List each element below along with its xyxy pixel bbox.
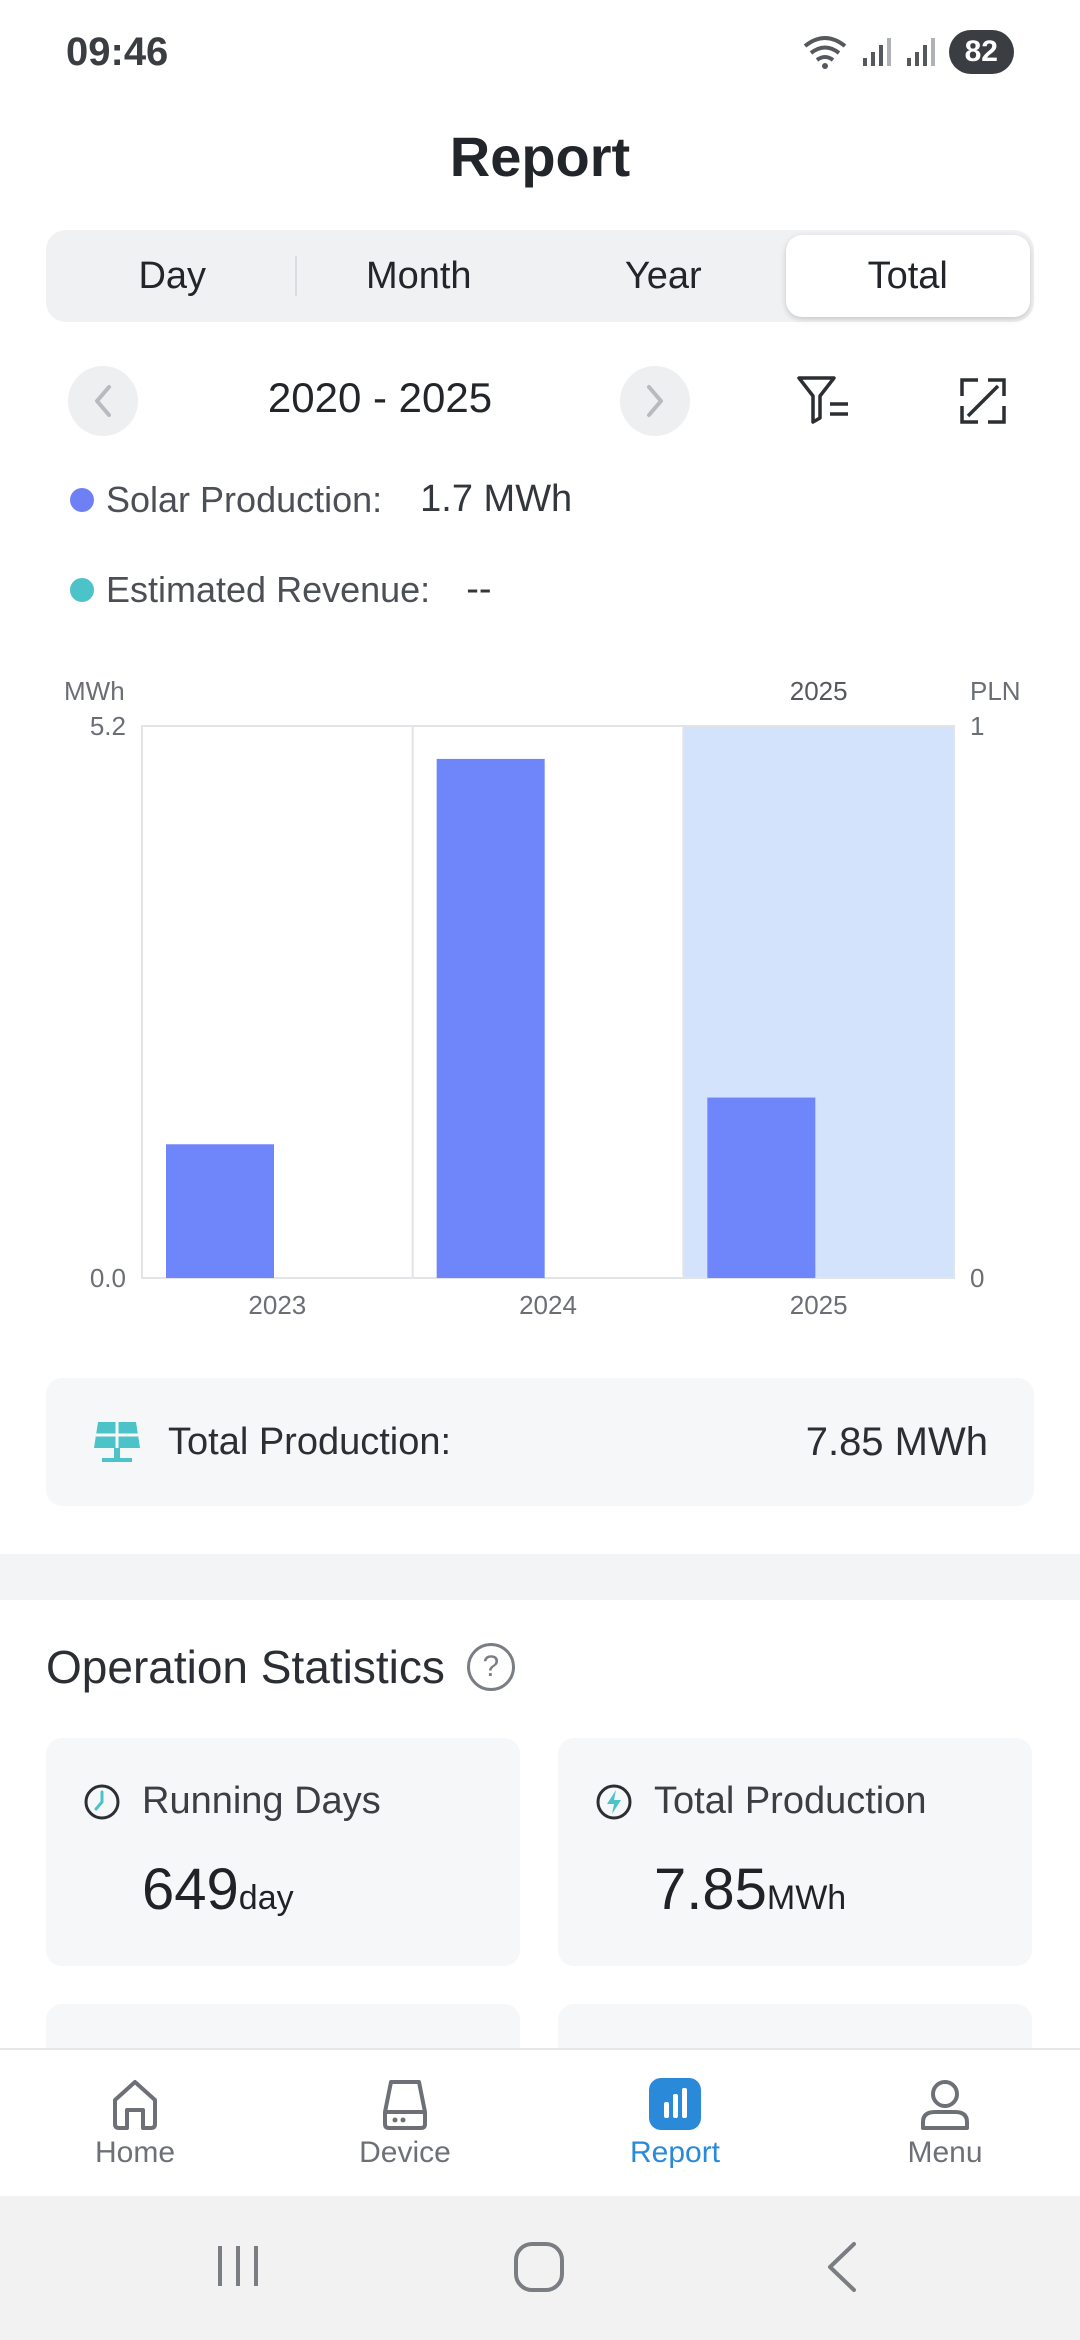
y-tick-left-max: 5.2 [90,711,126,741]
recent-apps-icon[interactable] [212,2240,264,2292]
stat-label: Running Days [142,1780,381,1822]
y-tick-right-min: 0 [970,1263,984,1293]
tab-year[interactable]: Year [624,254,702,297]
tab-divider [294,256,297,296]
selected-column-label: 2025 [790,676,848,706]
total-production-card: Total Production: 7.85 MWh [46,1378,1034,1506]
y-axis-unit-right: PLN [970,676,1021,706]
stat-number: 649 [142,1857,239,1922]
nav-report[interactable]: Report [540,2050,810,2196]
device-icon [383,2080,427,2130]
bar-2023 [166,1144,274,1278]
x-tick-label: 2023 [248,1290,306,1320]
y-axis-unit-left: MWh [64,676,125,706]
expand-button[interactable] [958,376,1008,431]
user-icon [921,2080,969,2130]
total-production-value: 7.85 MWh [805,1419,988,1464]
stat-value: 7.85MWh [654,1856,846,1923]
y-tick-left-min: 0.0 [90,1263,126,1293]
tab-month[interactable]: Month [365,254,472,297]
nav-home[interactable]: Home [0,2050,270,2196]
status-time: 09:46 [66,30,169,74]
x-tick-label: 2024 [519,1290,577,1320]
help-icon[interactable]: ? [466,1643,515,1691]
chevron-right-icon [647,385,663,417]
nav-device[interactable]: Device [270,2050,540,2196]
period-tabs: Day Month Year Total [46,230,1034,322]
back-icon[interactable] [822,2240,862,2294]
bar-2025 [707,1097,816,1278]
operation-statistics-title: Operation Statistics ? [46,1640,515,1694]
solar-label: Solar Production: [106,478,383,520]
stat-card-total-production: Total Production 7.85MWh [558,1738,1032,1966]
nav-label: Report [629,2136,721,2169]
section-title-text: Operation Statistics [46,1641,445,1693]
report-icon [649,2078,701,2130]
stat-value: 649day [142,1856,294,1923]
signal-icon [862,38,891,66]
status-icons: 82 [801,30,1014,74]
home-icon [113,2080,157,2130]
filter-icon [797,376,848,424]
y-tick-right-max: 1 [970,711,984,741]
chevron-left-icon [95,385,111,417]
home-system-icon[interactable] [512,2240,566,2294]
legend-revenue: Estimated Revenue: -- [70,568,492,611]
tab-day[interactable]: Day [138,254,207,297]
solar-value: 1.7 MWh [420,478,573,520]
tab-total[interactable]: Total [785,235,1030,317]
stat-card-running-days: Running Days 649day [46,1738,520,1966]
battery-badge: 82 [948,30,1014,74]
system-nav-bar [0,2196,1080,2340]
production-chart[interactable]: 2023 2024 2025 MWh PLN 5.2 0.0 1 0 2025 [0,660,1080,1340]
stat-label: Total Production [654,1780,927,1822]
prev-period-button[interactable] [68,366,138,436]
plot-frame [141,725,955,1279]
revenue-value: -- [466,568,492,610]
nav-label: Menu [907,2136,983,2169]
lightning-icon [596,1784,632,1819]
wifi-icon [803,36,846,69]
total-production-label: Total Production: [168,1420,452,1463]
nav-label: Device [359,2136,451,2169]
solar-dot [70,487,94,512]
expand-icon [960,378,1006,424]
x-tick-label: 2025 [790,1290,848,1320]
signal-icon-2 [906,38,935,66]
stat-unit: day [238,1879,294,1917]
period-label: 2020 - 2025 [267,374,493,421]
stat-unit: MWh [766,1879,847,1917]
filter-button[interactable] [796,374,852,431]
bottom-nav: Home Device Report M [0,2048,1080,2196]
nav-menu[interactable]: Menu [810,2050,1080,2196]
next-period-button[interactable] [620,366,690,436]
nav-label: Home [94,2136,176,2169]
clock-icon [84,1784,120,1819]
revenue-dot [70,577,94,602]
solar-panel-icon [94,1422,140,1462]
bar-2024 [436,758,545,1278]
revenue-label: Estimated Revenue: [106,568,431,610]
stat-number: 7.85 [654,1857,767,1922]
section-divider [0,1554,1080,1600]
legend-solar: Solar Production: 1.7 MWh [70,478,572,521]
page-title: Report [449,125,631,188]
